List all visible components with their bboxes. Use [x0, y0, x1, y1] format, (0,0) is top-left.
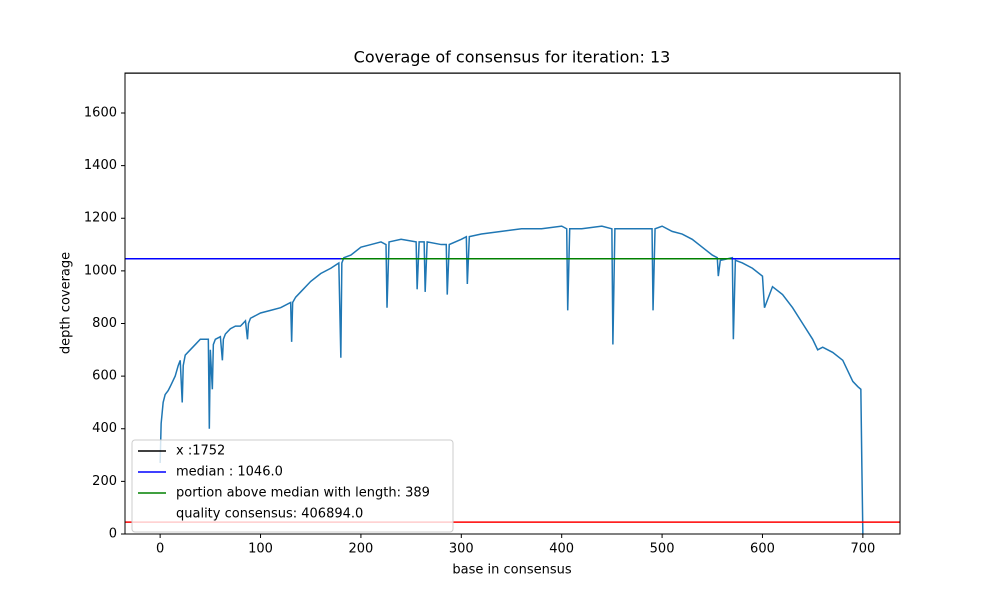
- x-tick-label: 600: [750, 542, 775, 557]
- x-tick-label: 100: [248, 542, 273, 557]
- x-tick-label: 300: [449, 542, 474, 557]
- y-tick-label: 1200: [84, 211, 117, 226]
- y-tick-label: 1000: [84, 263, 117, 278]
- y-tick-label: 800: [92, 316, 117, 331]
- y-axis-label: depth coverage: [59, 252, 74, 354]
- x-tick-label: 500: [650, 542, 675, 557]
- legend-label: x :1752: [176, 444, 225, 459]
- x-tick-label: 400: [549, 542, 574, 557]
- legend-label: portion above median with length: 389: [176, 486, 430, 501]
- x-tick-label: 0: [156, 542, 164, 557]
- y-tick-label: 1400: [84, 158, 117, 173]
- legend-label: median : 1046.0: [176, 465, 283, 480]
- y-tick-label: 600: [92, 369, 117, 384]
- legend-box: [131, 439, 454, 533]
- y-tick-label: 400: [92, 421, 117, 436]
- y-tick-label: 200: [92, 474, 117, 489]
- y-tick-label: 1600: [84, 105, 117, 120]
- coverage-line: [159, 225, 864, 534]
- x-tick-label: 200: [348, 542, 373, 557]
- x-axis-label: base in consensus: [452, 563, 571, 578]
- axes-frame: [124, 72, 901, 535]
- chart-title: Coverage of consensus for iteration: 13: [354, 48, 671, 67]
- y-tick-label: 0: [109, 527, 117, 542]
- x-tick-label: 700: [850, 542, 875, 557]
- legend-label: quality consensus: 406894.0: [176, 507, 363, 522]
